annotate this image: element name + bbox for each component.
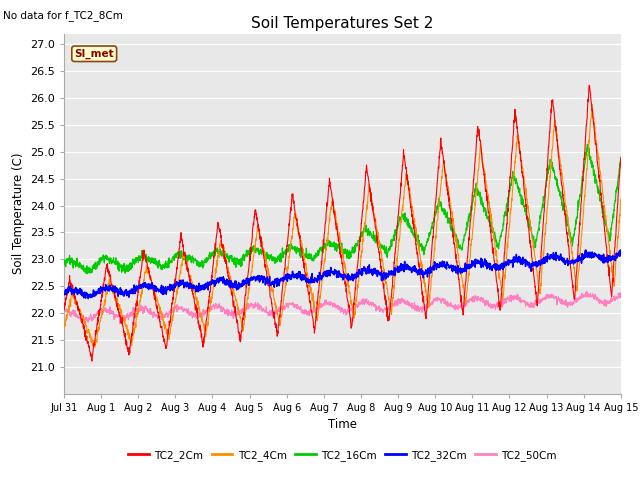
- TC2_16Cm: [60, 262, 68, 267]
- TC2_2Cm: [331, 216, 339, 221]
- TC2_4Cm: [601, 209, 609, 215]
- TC2_50Cm: [602, 297, 609, 303]
- TC2_32Cm: [84, 296, 92, 301]
- TC2_50Cm: [116, 321, 124, 326]
- TC2_2Cm: [617, 155, 625, 160]
- TC2_16Cm: [601, 216, 609, 222]
- TC2_50Cm: [601, 297, 609, 302]
- X-axis label: Time: Time: [328, 418, 357, 431]
- TC2_4Cm: [617, 197, 625, 203]
- Line: TC2_32Cm: TC2_32Cm: [64, 250, 621, 299]
- Line: TC2_16Cm: TC2_16Cm: [64, 144, 621, 274]
- TC2_32Cm: [331, 268, 339, 274]
- TC2_32Cm: [601, 256, 609, 262]
- TC2_2Cm: [601, 229, 609, 235]
- Line: TC2_2Cm: TC2_2Cm: [64, 85, 621, 361]
- TC2_4Cm: [499, 296, 506, 301]
- TC2_2Cm: [602, 234, 609, 240]
- TC2_50Cm: [499, 301, 506, 307]
- Text: No data for f_TC2_8Cm: No data for f_TC2_8Cm: [3, 11, 123, 22]
- TC2_4Cm: [91, 345, 99, 350]
- TC2_50Cm: [60, 309, 68, 315]
- TC2_32Cm: [499, 265, 506, 271]
- TC2_32Cm: [60, 292, 68, 298]
- TC2_2Cm: [89, 352, 97, 358]
- TC2_4Cm: [588, 101, 596, 107]
- Title: Soil Temperatures Set 2: Soil Temperatures Set 2: [252, 16, 433, 31]
- TC2_32Cm: [89, 291, 97, 297]
- TC2_50Cm: [88, 315, 96, 321]
- TC2_16Cm: [316, 245, 324, 251]
- TC2_2Cm: [88, 358, 96, 364]
- TC2_16Cm: [499, 228, 506, 234]
- TC2_16Cm: [584, 141, 592, 147]
- TC2_2Cm: [499, 275, 506, 280]
- TC2_50Cm: [316, 300, 324, 306]
- TC2_16Cm: [89, 264, 97, 270]
- Text: SI_met: SI_met: [74, 48, 114, 59]
- TC2_16Cm: [617, 159, 625, 165]
- TC2_4Cm: [331, 208, 339, 214]
- TC2_2Cm: [316, 270, 324, 276]
- TC2_16Cm: [83, 271, 91, 276]
- TC2_32Cm: [617, 247, 625, 253]
- TC2_16Cm: [602, 221, 609, 227]
- Line: TC2_4Cm: TC2_4Cm: [64, 104, 621, 348]
- Y-axis label: Soil Temperature (C): Soil Temperature (C): [12, 153, 24, 275]
- TC2_4Cm: [60, 325, 68, 331]
- TC2_4Cm: [316, 295, 324, 301]
- TC2_2Cm: [60, 307, 68, 313]
- TC2_2Cm: [585, 83, 593, 88]
- TC2_32Cm: [601, 259, 609, 265]
- TC2_4Cm: [602, 216, 609, 221]
- TC2_50Cm: [331, 301, 339, 307]
- Legend: TC2_2Cm, TC2_4Cm, TC2_16Cm, TC2_32Cm, TC2_50Cm: TC2_2Cm, TC2_4Cm, TC2_16Cm, TC2_32Cm, TC…: [124, 445, 561, 465]
- TC2_50Cm: [582, 289, 590, 295]
- TC2_4Cm: [88, 341, 96, 347]
- TC2_50Cm: [617, 290, 625, 296]
- TC2_16Cm: [331, 247, 339, 253]
- Line: TC2_50Cm: TC2_50Cm: [64, 292, 621, 324]
- TC2_32Cm: [316, 274, 324, 279]
